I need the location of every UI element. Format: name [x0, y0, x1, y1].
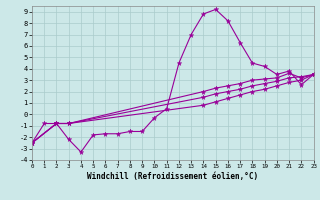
X-axis label: Windchill (Refroidissement éolien,°C): Windchill (Refroidissement éolien,°C)	[87, 172, 258, 181]
